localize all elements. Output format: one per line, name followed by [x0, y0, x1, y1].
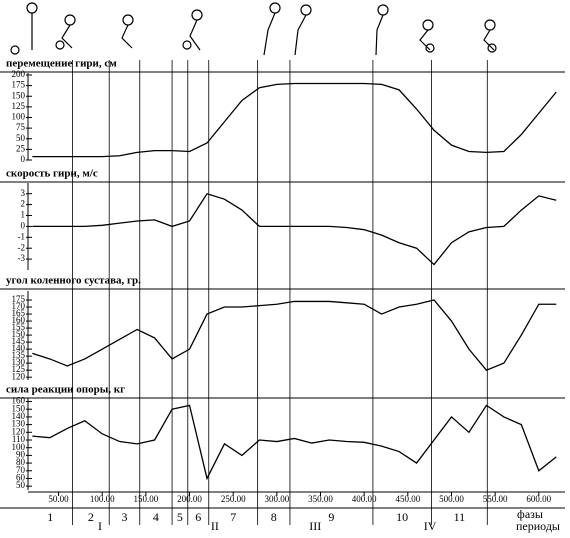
y-tick-label: 125	[12, 364, 26, 374]
panel-title: сила реакции опоры, кг	[6, 384, 125, 396]
y-tick-label: 100	[12, 442, 26, 452]
figures	[10, 2, 497, 56]
y-tick-label: 100	[12, 112, 26, 122]
y-tick-label: -2	[18, 242, 26, 252]
period-label: II	[211, 519, 219, 533]
y-tick-label: 120	[12, 426, 26, 436]
y-tick-label: 175	[12, 294, 26, 304]
y-tick-label: 130	[12, 357, 26, 367]
x-tick-label: 500.00	[439, 494, 464, 504]
x-tick-label: 600.00	[526, 494, 551, 504]
phase-label: 8	[271, 510, 277, 524]
phase-label: 2	[88, 510, 94, 524]
y-tick-label: 140	[12, 411, 26, 421]
y-tick-label: 130	[12, 419, 26, 429]
periods-title: периоды	[516, 519, 560, 533]
y-tick-label: -3	[18, 253, 26, 263]
y-tick-label: 0	[21, 154, 26, 164]
y-tick-label: 150	[12, 329, 26, 339]
y-tick-label: 150	[12, 403, 26, 413]
y-tick-label: 160	[12, 396, 26, 406]
phase-label: 1	[47, 510, 53, 524]
phase-label: 9	[328, 510, 334, 524]
y-tick-label: 160	[12, 315, 26, 325]
x-tick-label: 450.00	[395, 494, 420, 504]
data-line	[32, 82, 557, 158]
y-tick-label: 60	[16, 473, 26, 483]
panel-title: угол коленного сустава, гр.	[6, 275, 141, 287]
y-tick-label: 0	[21, 220, 26, 230]
y-tick-label: 75	[16, 122, 26, 132]
y-tick-label: 3	[21, 188, 26, 198]
data-line	[32, 404, 557, 481]
y-tick-label: 200	[12, 69, 26, 79]
y-tick-label: 175	[12, 80, 26, 90]
x-tick-label: 150.00	[134, 494, 159, 504]
x-tick-label: 100.00	[90, 494, 115, 504]
data-line	[32, 299, 557, 371]
x-tick-label: 400.00	[352, 494, 377, 504]
phase-label: 10	[396, 510, 408, 524]
y-tick-label: -1	[18, 231, 26, 241]
data-line	[32, 192, 557, 266]
phase-label: 4	[153, 510, 159, 524]
y-tick-label: 70	[16, 465, 26, 475]
y-tick-label: 165	[12, 308, 26, 318]
y-tick-label: 25	[16, 143, 26, 153]
y-tick-label: 170	[12, 301, 26, 311]
panel-title: скорость гири, м/с	[6, 168, 98, 180]
x-tick-label: 350.00	[308, 494, 333, 504]
phase-label: 3	[121, 510, 127, 524]
period-label: IV	[424, 519, 437, 533]
y-tick-label: 110	[12, 434, 26, 444]
phase-label: 11	[454, 510, 466, 524]
period-label: I	[98, 519, 102, 533]
period-label: III	[309, 519, 321, 533]
y-tick-label: 80	[16, 457, 26, 467]
x-tick-label: 200.00	[177, 494, 202, 504]
x-tick-label: 300.00	[264, 494, 289, 504]
y-tick-label: 150	[12, 90, 26, 100]
phase-label: 6	[195, 510, 201, 524]
y-tick-label: 135	[12, 350, 26, 360]
y-tick-label: 120	[12, 371, 26, 381]
y-tick-label: 50	[16, 133, 26, 143]
y-tick-label: 145	[12, 336, 26, 346]
y-tick-label: 1	[21, 210, 26, 220]
panel-title: перемещение гири, см	[6, 58, 117, 70]
x-tick-label: 50.00	[48, 494, 69, 504]
phases-title: фазы	[517, 507, 543, 521]
phase-label: 5	[177, 510, 183, 524]
y-tick-label: 140	[12, 343, 26, 353]
y-tick-label: 155	[12, 322, 26, 332]
x-tick-label: 550.00	[483, 494, 508, 504]
phase-label: 7	[230, 510, 236, 524]
y-tick-label: 90	[16, 449, 26, 459]
y-tick-label: 125	[12, 101, 26, 111]
y-tick-label: 50	[16, 480, 26, 490]
y-tick-label: 2	[21, 199, 26, 209]
x-tick-label: 250.00	[221, 494, 246, 504]
